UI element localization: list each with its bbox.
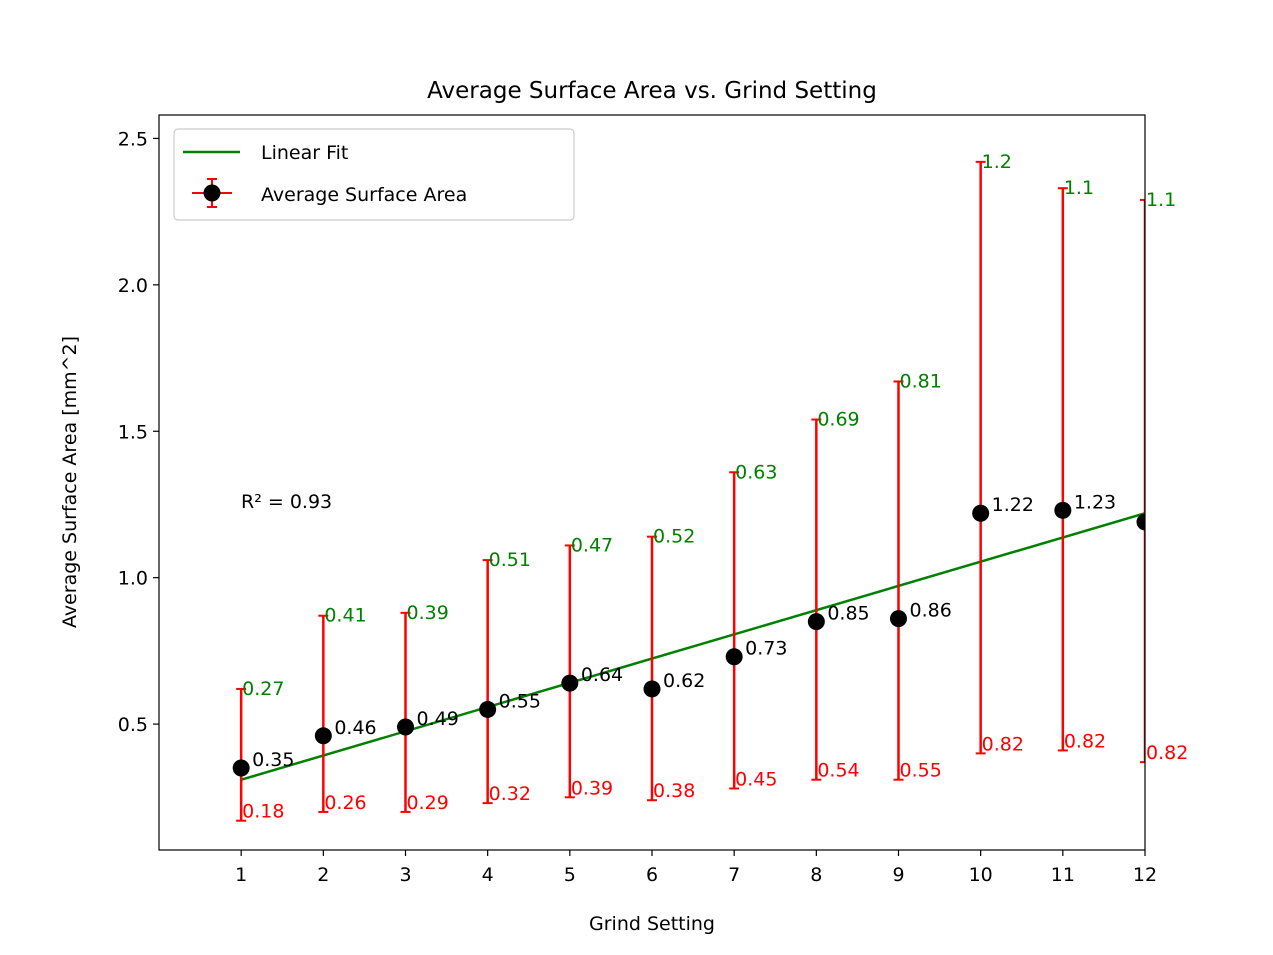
legend-box xyxy=(173,128,575,221)
data-label: 1.23 xyxy=(1074,491,1116,513)
data-point xyxy=(972,504,990,522)
data-point xyxy=(643,680,661,698)
x-axis-label: Grind Setting xyxy=(589,913,715,935)
data-point xyxy=(314,727,332,745)
data-label: 0.46 xyxy=(334,717,376,739)
x-tick-label: 8 xyxy=(810,864,822,886)
data-label: 0.62 xyxy=(663,670,705,692)
data-point xyxy=(725,648,743,666)
data-point xyxy=(479,700,497,718)
upper-error-label: 1.1 xyxy=(1064,177,1094,199)
data-point-group xyxy=(1136,198,1145,764)
y-tick-label: 2.5 xyxy=(118,128,148,150)
data-label: 0.86 xyxy=(910,600,952,622)
data-label: 0.55 xyxy=(499,690,541,712)
fit-line xyxy=(240,512,1145,781)
upper-error-label: 1.1 xyxy=(1146,189,1176,211)
y-tick-label: 1.5 xyxy=(118,421,148,443)
upper-error-label: 0.27 xyxy=(242,678,284,700)
upper-error-label: 0.47 xyxy=(571,534,613,556)
data-point xyxy=(1136,513,1145,531)
x-tick-label: 3 xyxy=(399,864,411,886)
upper-error-label: 1.2 xyxy=(982,151,1012,173)
y-tick-label: 0.5 xyxy=(118,714,148,736)
data-point xyxy=(561,674,579,692)
data-point xyxy=(1054,501,1072,519)
lower-error-label: 0.26 xyxy=(324,792,366,814)
lower-error-label: 0.29 xyxy=(407,792,449,814)
lower-error-label: 0.38 xyxy=(653,780,695,802)
data-label: 0.35 xyxy=(252,749,294,771)
legend-label-fit: Linear Fit xyxy=(261,142,348,164)
data-point-group xyxy=(1054,187,1072,752)
x-tick-label: 6 xyxy=(646,864,658,886)
upper-error-label: 0.63 xyxy=(735,461,777,483)
upper-error-label: 0.41 xyxy=(324,605,366,627)
data-point-group xyxy=(561,544,579,799)
lower-error-label: 0.32 xyxy=(489,783,531,805)
legend-swatch-point xyxy=(203,184,221,202)
x-tick-label: 12 xyxy=(1133,864,1157,886)
lower-error-label: 0.55 xyxy=(900,760,942,782)
x-tick-label: 5 xyxy=(564,864,576,886)
data-point xyxy=(890,610,907,628)
data-point xyxy=(807,613,825,631)
data-point-group xyxy=(314,614,332,813)
upper-error-label: 0.39 xyxy=(407,602,449,624)
x-tick-label: 4 xyxy=(482,864,494,886)
data-point-group xyxy=(972,160,990,755)
data-label: 1.22 xyxy=(992,494,1034,516)
x-tick-label: 11 xyxy=(1051,864,1075,886)
x-tick-label: 7 xyxy=(728,864,740,886)
data-label: 0.64 xyxy=(581,664,623,686)
data-label: 0.49 xyxy=(417,708,459,730)
data-label: 0.73 xyxy=(745,638,787,660)
axes: 1 2 3 4 5 6 7 8 9 10 11 120.51.01.52.02.5 xyxy=(118,114,1157,886)
upper-error-label: 0.81 xyxy=(900,370,942,392)
lower-error-label: 0.45 xyxy=(735,769,777,791)
lower-error-label: 0.82 xyxy=(1146,742,1188,764)
data-point xyxy=(397,718,414,736)
data-point-group xyxy=(725,471,743,790)
y-axis-label: Average Surface Area [mm^2] xyxy=(59,336,81,628)
data-point-group xyxy=(232,687,250,822)
data-point-group xyxy=(479,559,497,805)
plot-area: 0.35 0.27 0.18 0.46 0.41 0.26 0.49 0.39 0.29 0.55… xyxy=(232,151,1188,823)
lower-error-label: 0.39 xyxy=(571,777,613,799)
x-tick-label: 10 xyxy=(969,864,993,886)
data-point-group xyxy=(890,380,907,781)
lower-error-label: 0.54 xyxy=(817,760,859,782)
legend: Linear Fit Average Surface Area xyxy=(173,128,575,221)
x-tick-label: 9 xyxy=(892,864,904,886)
x-tick-label: 2 xyxy=(317,864,329,886)
data-point-group xyxy=(807,418,825,781)
r-squared-label: R² = 0.93 xyxy=(241,491,332,513)
data-point-group xyxy=(643,535,661,802)
lower-error-label: 0.82 xyxy=(1064,730,1106,752)
lower-error-label: 0.82 xyxy=(982,733,1024,755)
lower-error-label: 0.18 xyxy=(242,801,284,823)
upper-error-label: 0.51 xyxy=(489,549,531,571)
chart-title: Average Surface Area vs. Grind Setting xyxy=(427,78,877,104)
y-tick-label: 1.0 xyxy=(118,568,148,590)
data-point xyxy=(232,759,250,777)
upper-error-label: 0.69 xyxy=(817,409,859,431)
y-tick-label: 2.0 xyxy=(118,275,148,297)
data-label: 0.85 xyxy=(827,603,869,625)
data-point-group xyxy=(397,611,414,813)
legend-label-points: Average Surface Area xyxy=(261,184,467,206)
x-tick-label: 1 xyxy=(235,864,247,886)
upper-error-label: 0.52 xyxy=(653,526,695,548)
